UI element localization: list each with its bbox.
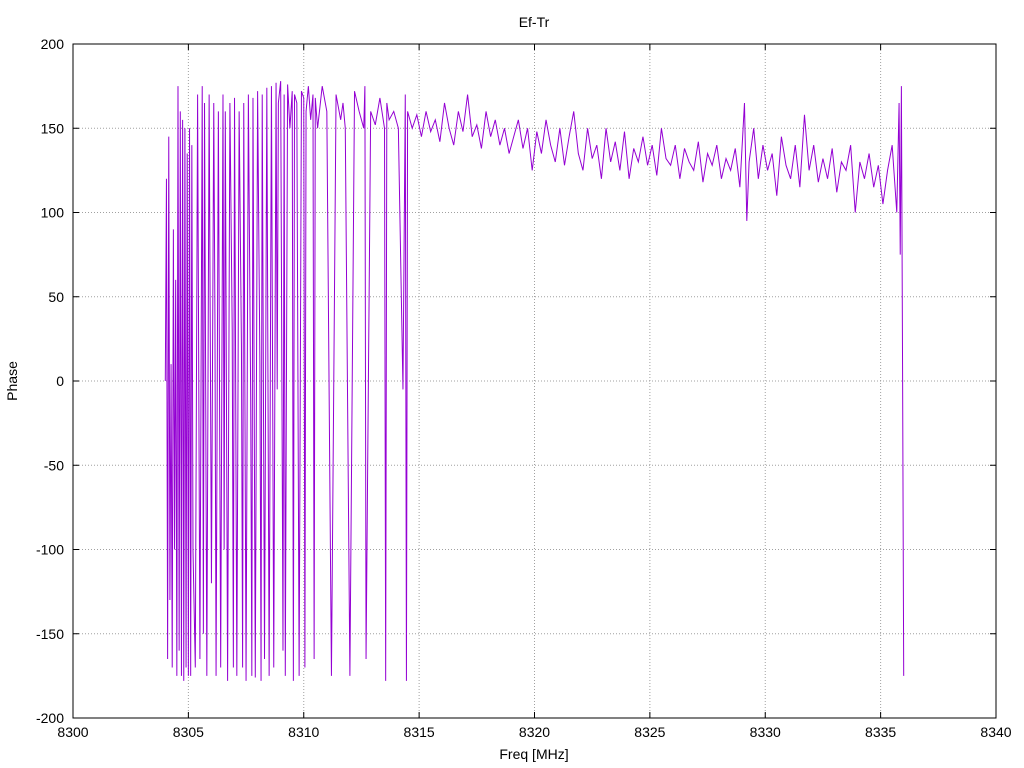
- x-tick-label: 8320: [519, 724, 550, 740]
- x-tick-label: 8325: [634, 724, 665, 740]
- x-tick-label: 8340: [980, 724, 1011, 740]
- x-tick-label: 8330: [750, 724, 781, 740]
- y-tick-label: -150: [36, 626, 64, 642]
- y-axis-label: Phase: [4, 361, 20, 401]
- x-tick-label: 8335: [865, 724, 896, 740]
- x-tick-label: 8300: [57, 724, 88, 740]
- y-tick-label: 0: [56, 373, 64, 389]
- series-line-0: [164, 81, 905, 681]
- x-axis-label: Freq [MHz]: [499, 746, 568, 762]
- x-tick-label: 8310: [288, 724, 319, 740]
- y-tick-label: 100: [41, 205, 65, 221]
- data-series: [164, 81, 905, 681]
- x-tick-label: 8305: [173, 724, 204, 740]
- y-tick-label: 150: [41, 120, 65, 136]
- y-tick-label: -100: [36, 542, 64, 558]
- x-tick-label: 8315: [404, 724, 435, 740]
- axis-ticks: 8300 8305 8310 8315 8320 8325 8330 8335 8340 -200…: [36, 36, 1012, 740]
- y-tick-label: -50: [44, 457, 64, 473]
- y-tick-label: 200: [41, 36, 65, 52]
- y-tick-label: -200: [36, 710, 64, 726]
- chart-title: Ef-Tr: [519, 14, 550, 30]
- y-tick-label: 50: [48, 289, 64, 305]
